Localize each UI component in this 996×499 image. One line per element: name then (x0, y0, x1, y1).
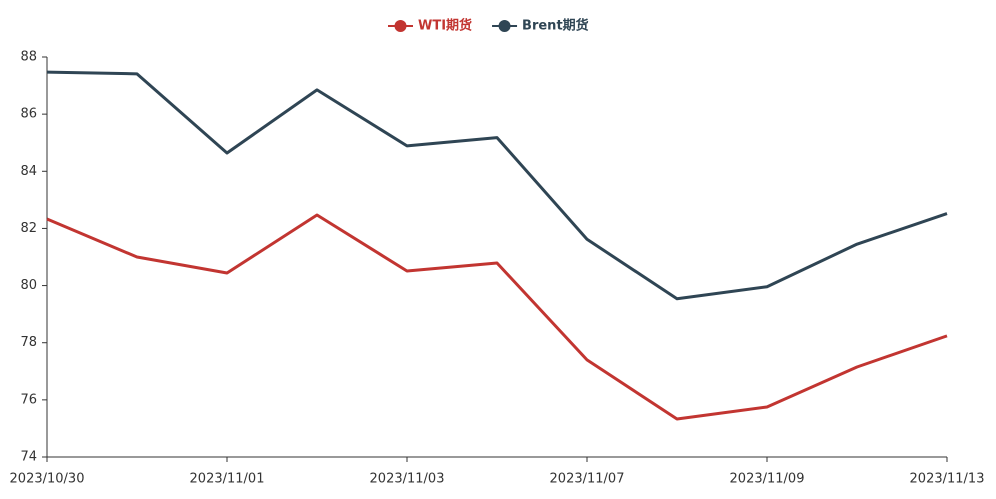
series-line (46, 213, 948, 421)
legend: WTI期货 Brent期货 (388, 18, 589, 34)
x-tick-label: 2023/11/01 (190, 472, 265, 487)
x-tick-label: 2023/11/13 (910, 472, 985, 487)
x-tick-label: 2023/11/09 (730, 472, 805, 487)
series-line (46, 70, 948, 301)
legend-text: Brent期货 (522, 18, 589, 34)
legend-marker (498, 20, 511, 32)
x-tick-label: 2023/11/03 (370, 472, 445, 487)
y-tick-label: 82 (20, 221, 37, 236)
y-tick-label: 80 (20, 278, 37, 293)
x-tick-label: 2023/10/30 (10, 472, 85, 487)
y-tick-label: 84 (20, 164, 37, 179)
x-tick-label: 2023/11/07 (550, 472, 625, 487)
y-tick-label: 78 (20, 335, 37, 350)
y-tick-label: 88 (20, 50, 37, 65)
y-tick-label: 76 (20, 392, 37, 407)
y-tick-label: 86 (20, 107, 37, 122)
y-tick-label: 74 (20, 450, 37, 465)
legend-marker (394, 20, 407, 32)
legend-text: WTI期货 (418, 18, 472, 34)
